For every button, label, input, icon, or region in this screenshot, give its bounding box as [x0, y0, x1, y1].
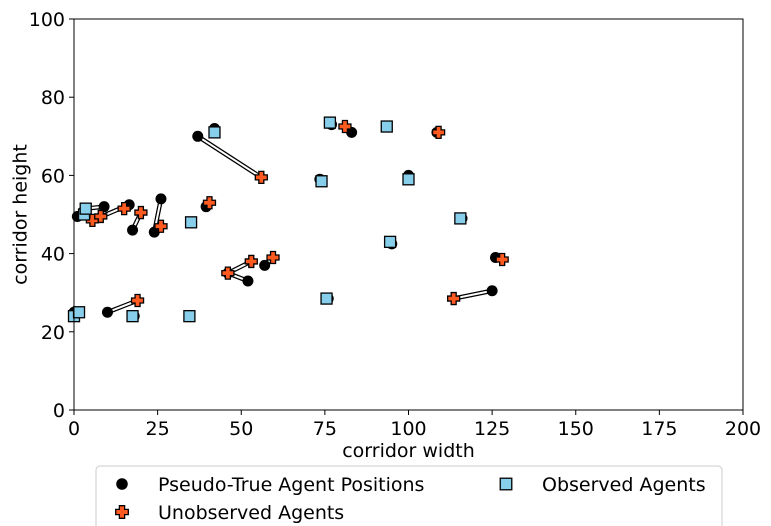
- x-tick-label: 150: [558, 418, 594, 440]
- y-tick-label: 80: [41, 87, 65, 109]
- y-tick-label: 0: [53, 400, 65, 422]
- unobserved-point: [94, 209, 108, 224]
- unobserved-point: [431, 125, 446, 140]
- observed-point: [315, 175, 328, 188]
- pseudo-true-point: [242, 275, 254, 287]
- legend-frame: [95, 465, 723, 526]
- unobserved-point: [202, 196, 217, 210]
- observed-point: [208, 126, 221, 139]
- series-plus: [85, 119, 509, 308]
- x-tick-label: 125: [474, 418, 510, 440]
- pseudo-true-point: [127, 224, 139, 236]
- legend-plus-marker: [115, 505, 129, 519]
- x-tick-label: 0: [68, 418, 80, 440]
- legend-label: Pseudo-True Agent Positions: [158, 474, 424, 496]
- observed-point: [183, 310, 196, 323]
- unobserved-point: [495, 252, 509, 267]
- pseudo-true-point: [259, 259, 271, 271]
- legend-item: Unobserved Agents: [115, 502, 344, 524]
- y-axis-title: corridor height: [10, 144, 32, 285]
- observed-point: [184, 216, 198, 229]
- unobserved-point: [134, 205, 148, 220]
- pseudo-true-point: [486, 285, 498, 297]
- observed-point: [402, 173, 415, 186]
- series-square: [67, 116, 467, 323]
- unobserved-point: [266, 250, 280, 265]
- observed-point: [323, 116, 337, 129]
- x-tick-label: 100: [390, 418, 426, 440]
- link-line: [195, 134, 264, 180]
- unobserved-point: [254, 170, 268, 185]
- pseudo-true-point: [98, 201, 110, 213]
- unobserved-point: [447, 291, 461, 306]
- y-tick-label: 40: [41, 244, 65, 266]
- observed-point: [79, 202, 92, 215]
- observed-point: [72, 306, 86, 319]
- points-layer: [67, 116, 509, 323]
- legend-square-marker: [499, 477, 513, 491]
- observed-point: [380, 120, 393, 133]
- x-tick-label: 75: [313, 418, 337, 440]
- unobserved-point: [338, 119, 352, 134]
- observed-point: [383, 235, 397, 249]
- unobserved-point: [154, 219, 168, 233]
- observed-point: [454, 212, 467, 225]
- unobserved-point: [130, 293, 145, 308]
- y-tick-label: 100: [29, 9, 65, 31]
- legend-item: Pseudo-True Agent Positions: [116, 474, 424, 496]
- y-tick-label: 60: [41, 165, 65, 187]
- legend-label: Unobserved Agents: [158, 502, 344, 524]
- legend-item: Observed Agents: [499, 474, 706, 496]
- observed-point: [320, 292, 333, 305]
- links-layer: [71, 124, 505, 315]
- x-tick-label: 25: [146, 418, 170, 440]
- plot-frame: [73, 18, 744, 411]
- series-circle: [68, 119, 501, 322]
- pseudo-true-point: [192, 130, 204, 142]
- pseudo-true-point: [101, 306, 113, 318]
- x-tick-label: 200: [725, 418, 761, 440]
- legend: Pseudo-True Agent Positions Unobserved Ag…: [95, 465, 723, 526]
- unobserved-point: [117, 201, 131, 216]
- x-axis: 0 25 50 75 100 125 150 175 200: [68, 410, 761, 440]
- x-axis-title: corridor width: [342, 440, 475, 462]
- legend-label: Observed Agents: [542, 474, 706, 496]
- pseudo-true-point: [155, 193, 167, 205]
- y-axis: 0 20 40 60 80 100: [29, 9, 74, 422]
- observed-point: [126, 310, 139, 323]
- legend-circle-marker: [116, 478, 128, 490]
- unobserved-point: [221, 266, 235, 280]
- unobserved-point: [244, 254, 258, 269]
- y-tick-label: 20: [41, 322, 65, 344]
- x-tick-label: 50: [229, 418, 253, 440]
- x-tick-label: 175: [641, 418, 677, 440]
